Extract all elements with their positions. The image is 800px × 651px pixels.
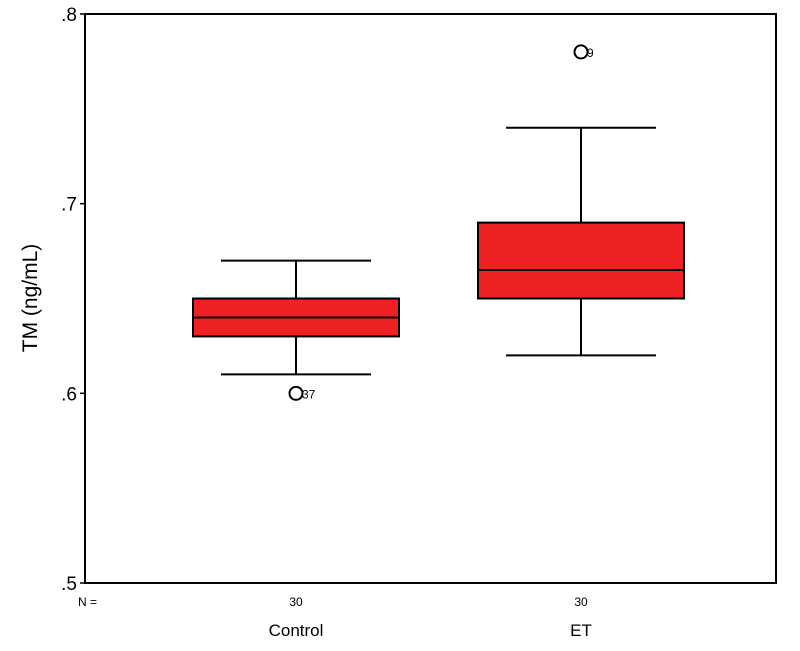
n-label: N = (78, 595, 97, 609)
box (477, 221, 685, 300)
plot-frame (84, 13, 777, 584)
outlier-label: 9 (587, 46, 594, 60)
x-category-label: Control (269, 621, 324, 640)
y-tick-label: .7 (61, 195, 77, 216)
outlier-marker (573, 44, 589, 60)
y-axis-label: TM (ng/mL) (19, 244, 42, 353)
box-group-et: 9 30 ET (477, 44, 685, 640)
n-value: 30 (289, 595, 303, 609)
y-tick-label: .8 (61, 5, 77, 26)
n-value: 30 (574, 595, 588, 609)
y-axis: .5 .6 .7 .8 (61, 5, 85, 595)
y-tick-label: .6 (61, 384, 77, 405)
y-tick-label: .5 (61, 574, 77, 595)
box-group-control: 37 30 Control (192, 259, 400, 640)
x-category-label: ET (570, 621, 592, 640)
outlier-label: 37 (302, 387, 316, 401)
outlier-marker (288, 385, 304, 401)
boxes: 37 30 Control 9 30 ET (192, 44, 685, 640)
